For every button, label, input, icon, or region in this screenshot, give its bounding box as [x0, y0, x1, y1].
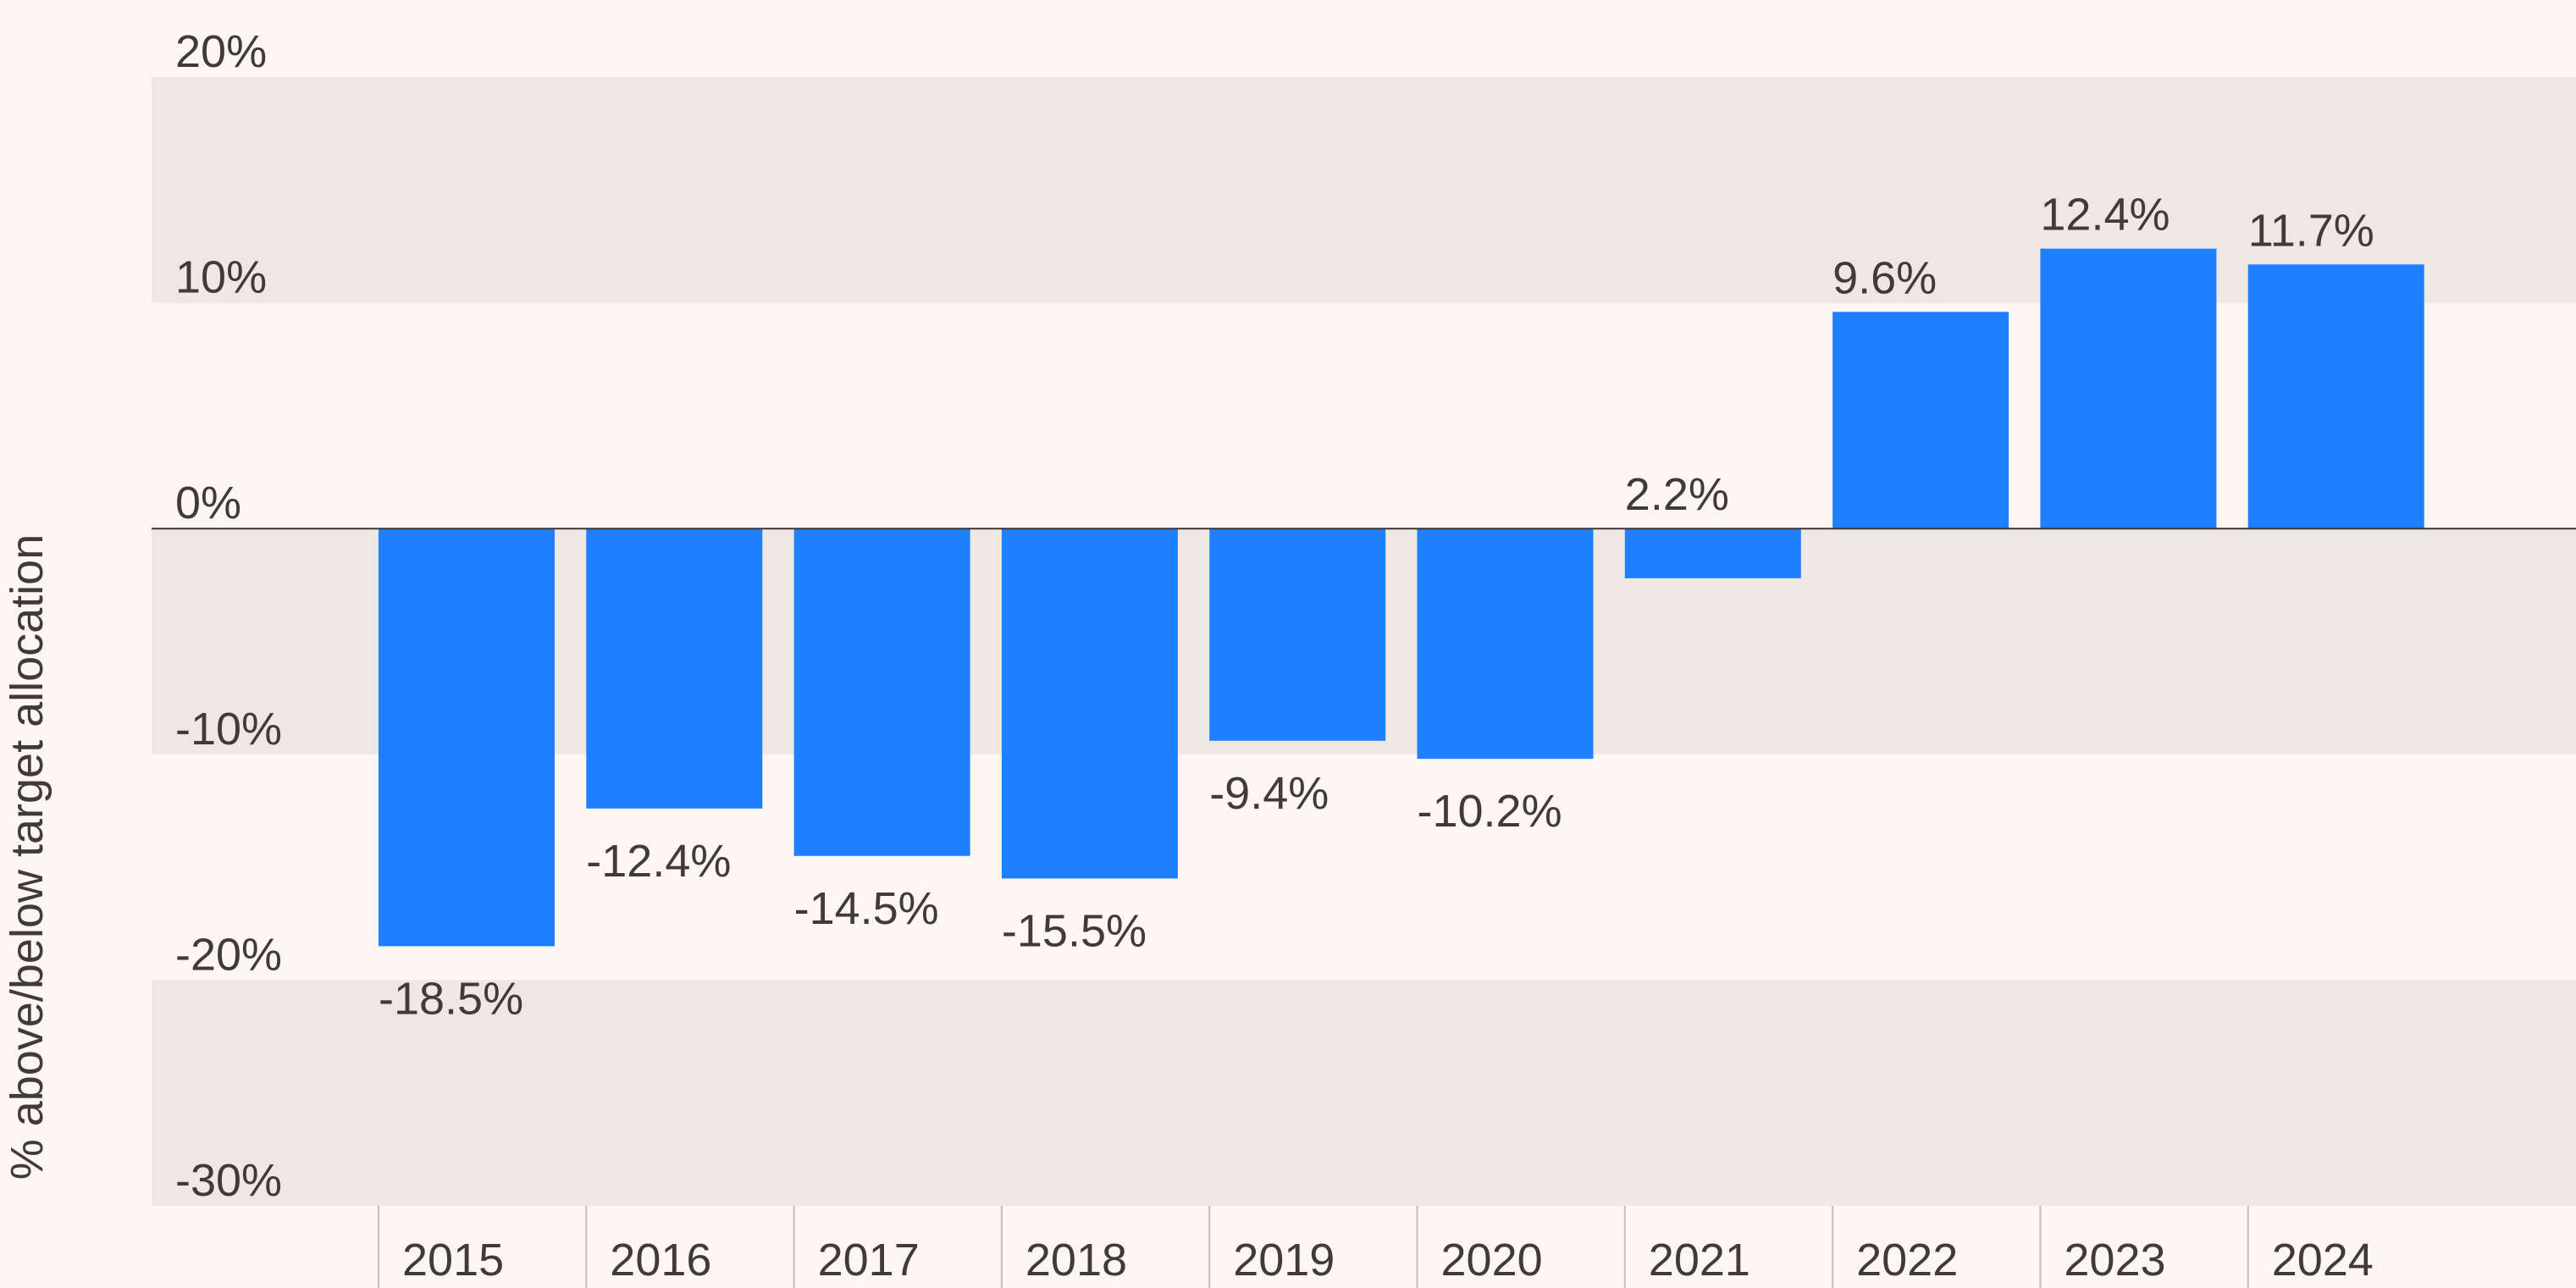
bar-2019	[1209, 528, 1386, 741]
x-tick-lines	[378, 1206, 2249, 1288]
x-tick-label-2017: 2017	[818, 1235, 920, 1285]
bar-2023	[2040, 248, 2217, 529]
y-tick-label: 10%	[175, 252, 267, 303]
y-tick-label: 20%	[175, 26, 267, 77]
value-label-2024: 11.7%	[2248, 205, 2374, 256]
value-label-2018: -15.5%	[1002, 905, 1147, 956]
value-label-2017: -14.5%	[794, 883, 939, 934]
x-tick-label-2021: 2021	[1649, 1235, 1750, 1285]
bar-2020	[1417, 528, 1594, 760]
value-label-2019: -9.4%	[1209, 768, 1329, 819]
x-tick-label-2015: 2015	[402, 1235, 504, 1285]
y-tick-label: -30%	[175, 1155, 282, 1206]
bar-2015	[379, 528, 555, 947]
value-label-2021: 2.2%	[1625, 469, 1729, 520]
x-tick-label-2018: 2018	[1025, 1235, 1127, 1285]
x-tick-labels: 2015 2016 2017 2018 2019 2020 2021 2022 2023 2024	[402, 1235, 2374, 1285]
y-tick-label: -10%	[175, 704, 282, 755]
value-labels: -18.5% -12.4% -14.5% -15.5% -9.4% -10.2% 2.2% 9…	[379, 190, 2374, 1025]
x-tick-label-2020: 2020	[1441, 1235, 1543, 1285]
y-tick-label: -20%	[175, 929, 282, 980]
value-label-2022: 9.6%	[1832, 252, 1937, 303]
x-tick-label-2016: 2016	[610, 1235, 711, 1285]
value-label-2023: 12.4%	[2040, 190, 2170, 240]
bar-2024	[2247, 264, 2424, 529]
bar-2018	[1001, 528, 1178, 879]
grid-band	[152, 980, 2576, 1206]
x-tick-label-2024: 2024	[2272, 1235, 2374, 1285]
value-label-2015: -18.5%	[379, 973, 523, 1024]
y-tick-label: 0%	[175, 478, 241, 528]
x-tick-label-2023: 2023	[2064, 1235, 2165, 1285]
bar-2016	[586, 528, 763, 809]
y-axis-title: % above/below target allocation	[2, 534, 53, 1180]
y-tick-labels: 20% 10% 0% -10% -20% -30%	[175, 26, 282, 1206]
x-tick-label-2022: 2022	[1856, 1235, 1958, 1285]
value-label-2016: -12.4%	[586, 836, 731, 887]
bars	[379, 248, 2424, 947]
bar-2022	[1832, 312, 2009, 529]
x-tick-label-2019: 2019	[1233, 1235, 1335, 1285]
value-label-2020: -10.2%	[1418, 786, 1562, 837]
bar-2021	[1624, 528, 1801, 578]
bar-2017	[793, 528, 970, 856]
